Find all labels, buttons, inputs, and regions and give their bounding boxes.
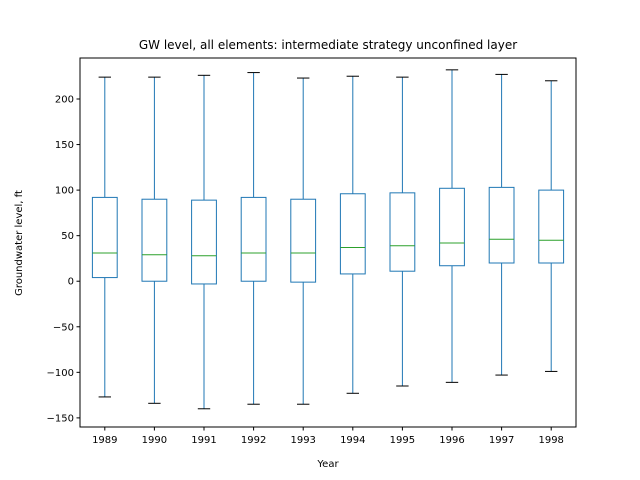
box-1991 bbox=[191, 74, 217, 410]
y-tick-label: 50 bbox=[61, 231, 74, 242]
x-tick-label: 1993 bbox=[290, 435, 315, 446]
box-1989 bbox=[91, 76, 118, 398]
box-iqr bbox=[339, 193, 366, 275]
box-iqr bbox=[488, 186, 515, 264]
box-iqr bbox=[439, 187, 465, 267]
x-tick-label: 1997 bbox=[489, 435, 514, 446]
box-1995 bbox=[389, 76, 416, 387]
box-1996 bbox=[439, 69, 465, 383]
x-tick-label: 1990 bbox=[142, 435, 167, 446]
box-iqr bbox=[240, 196, 267, 282]
box-1993 bbox=[290, 77, 317, 405]
axes-frame bbox=[79, 57, 577, 428]
box-1994 bbox=[339, 75, 366, 394]
box-1990 bbox=[141, 76, 168, 404]
box-iqr bbox=[538, 189, 565, 264]
y-tick-label: 0 bbox=[68, 277, 74, 288]
box-iqr bbox=[141, 198, 168, 282]
x-tick-label: 1991 bbox=[191, 435, 216, 446]
x-tick-label: 1989 bbox=[92, 435, 117, 446]
y-tick-label: −150 bbox=[47, 413, 74, 424]
x-tick-label: 1994 bbox=[340, 435, 365, 446]
y-tick-label: −100 bbox=[47, 368, 74, 379]
box-iqr bbox=[191, 199, 217, 285]
box-iqr bbox=[91, 196, 118, 279]
y-tick-label: −50 bbox=[53, 322, 74, 333]
box-iqr bbox=[290, 198, 317, 283]
box-iqr bbox=[389, 192, 416, 272]
y-tick-label: 150 bbox=[55, 140, 74, 151]
box-1992 bbox=[240, 72, 267, 405]
y-tick-label: 100 bbox=[55, 186, 74, 197]
y-axis-label: Groundwater level, ft bbox=[14, 190, 25, 296]
x-axis-label: Year bbox=[316, 459, 339, 470]
box-1998 bbox=[538, 80, 565, 372]
x-tick-label: 1998 bbox=[538, 435, 563, 446]
plot-area bbox=[91, 69, 565, 410]
chart-title: GW level, all elements: intermediate str… bbox=[139, 38, 517, 52]
x-tick-label: 1995 bbox=[390, 435, 415, 446]
x-tick-label: 1996 bbox=[439, 435, 464, 446]
box-1997 bbox=[488, 73, 515, 376]
x-tick-label: 1992 bbox=[241, 435, 266, 446]
x-axis: 1989 1990 1991 1992 1993 1994 1995 1996 1997 1998 bbox=[92, 427, 564, 446]
y-axis: −150 −100 −50 0 50 100 150 200 bbox=[47, 95, 80, 424]
y-tick-label: 200 bbox=[55, 95, 74, 106]
